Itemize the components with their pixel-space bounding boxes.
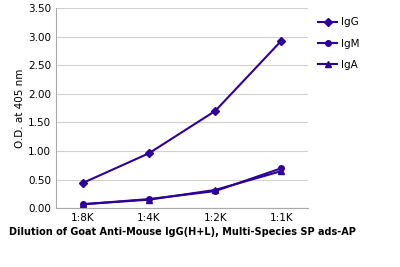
IgA [213,188,218,191]
IgM [213,190,218,193]
IgG [213,109,218,113]
IgA [146,198,151,201]
Line: IgG: IgG [80,38,284,186]
IgA [80,203,85,206]
IgG [146,152,151,155]
X-axis label: Dilution of Goat Anti-Mouse IgG(H+L), Multi-Species SP ads-AP: Dilution of Goat Anti-Mouse IgG(H+L), Mu… [8,227,356,237]
Legend: IgG, IgM, IgA: IgG, IgM, IgA [318,17,360,70]
IgA [279,170,284,173]
Line: IgA: IgA [80,168,284,207]
IgM [146,198,151,201]
Y-axis label: O.D. at 405 nm: O.D. at 405 nm [15,68,25,148]
IgM [279,167,284,170]
IgM [80,203,85,206]
IgG [279,39,284,42]
Line: IgM: IgM [80,166,284,207]
IgG [80,182,85,185]
